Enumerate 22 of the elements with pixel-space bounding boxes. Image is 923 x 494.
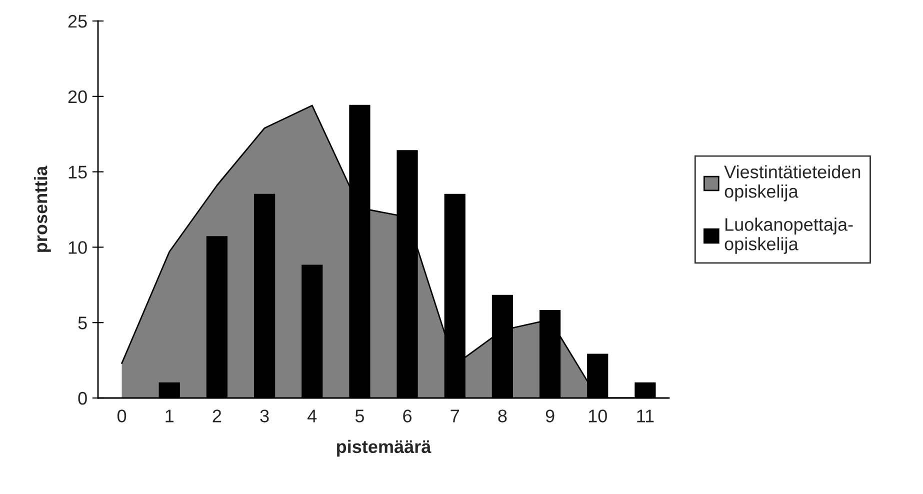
x-tick-label: 11 <box>637 410 654 422</box>
y-tick-label: 20 <box>68 90 87 104</box>
x-tick-label: 3 <box>260 410 269 422</box>
x-tick-label: 4 <box>308 410 317 422</box>
x-axis-title: pistemäärä <box>337 440 432 457</box>
x-tick-label: 9 <box>546 410 554 422</box>
x-tick-label: 2 <box>212 410 222 422</box>
x-tick-label: 6 <box>403 410 412 422</box>
y-tick-label: 5 <box>78 316 87 330</box>
y-tick-label: 0 <box>78 392 87 405</box>
x-tick-label: 0 <box>117 410 126 422</box>
x-tick-label: 8 <box>498 410 507 422</box>
y-tick-label: 25 <box>68 14 87 28</box>
y-tick-label: 15 <box>68 166 87 179</box>
y-axis-title: prosenttia <box>34 166 51 252</box>
legend-label: Viestintätieteiden opiskelija <box>724 165 860 202</box>
legend-label: Luokanopettaja- opiskelija <box>724 218 853 254</box>
x-tick-label: 7 <box>450 410 459 422</box>
x-tick-label: 5 <box>355 410 364 422</box>
x-tick-label: 10 <box>588 410 607 422</box>
y-tick-label: 10 <box>68 241 87 254</box>
x-tick-label: 1 <box>166 410 174 422</box>
